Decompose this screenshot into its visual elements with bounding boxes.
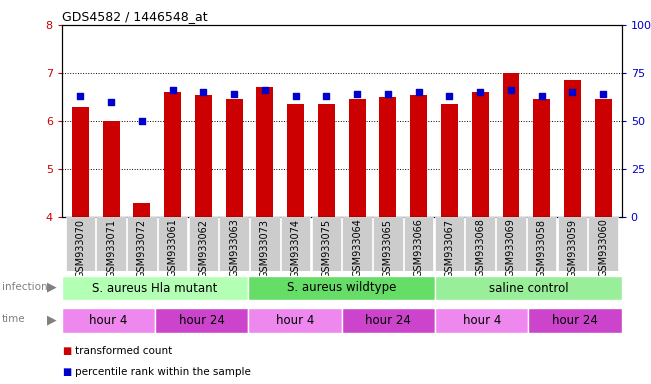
Bar: [472, 92, 489, 217]
Point: [536, 93, 547, 99]
Text: GSM933059: GSM933059: [568, 218, 577, 278]
Text: hour 4: hour 4: [463, 314, 501, 327]
Point: [260, 87, 270, 93]
FancyBboxPatch shape: [529, 308, 622, 333]
Text: GSM933071: GSM933071: [106, 218, 116, 278]
Bar: [195, 94, 212, 217]
Bar: [564, 80, 581, 217]
FancyBboxPatch shape: [589, 217, 618, 271]
Point: [137, 118, 147, 124]
Bar: [226, 99, 243, 217]
Text: hour 4: hour 4: [276, 314, 314, 327]
Point: [506, 87, 516, 93]
Bar: [380, 97, 396, 217]
FancyBboxPatch shape: [219, 217, 249, 271]
Text: GSM933075: GSM933075: [322, 218, 331, 278]
FancyBboxPatch shape: [373, 217, 403, 271]
FancyBboxPatch shape: [404, 217, 434, 271]
FancyBboxPatch shape: [249, 276, 435, 300]
Bar: [72, 107, 89, 217]
Text: saline control: saline control: [489, 281, 568, 295]
Bar: [164, 92, 181, 217]
Text: ▶: ▶: [47, 281, 57, 294]
Point: [290, 93, 301, 99]
FancyBboxPatch shape: [496, 217, 526, 271]
Text: GSM933072: GSM933072: [137, 218, 147, 278]
Point: [413, 89, 424, 95]
FancyBboxPatch shape: [155, 308, 249, 333]
FancyBboxPatch shape: [66, 217, 95, 271]
Point: [567, 89, 577, 95]
Bar: [133, 203, 150, 217]
Bar: [318, 104, 335, 217]
Point: [167, 87, 178, 93]
Text: GSM933062: GSM933062: [199, 218, 208, 278]
Bar: [287, 104, 304, 217]
Text: transformed count: transformed count: [75, 346, 172, 356]
Text: hour 24: hour 24: [365, 314, 411, 327]
Point: [321, 93, 331, 99]
Bar: [349, 99, 366, 217]
FancyBboxPatch shape: [342, 308, 435, 333]
Text: ■: ■: [62, 346, 71, 356]
Text: GSM933066: GSM933066: [413, 218, 424, 278]
Text: GSM933070: GSM933070: [76, 218, 85, 278]
FancyBboxPatch shape: [158, 217, 187, 271]
Bar: [441, 104, 458, 217]
Text: GSM933068: GSM933068: [475, 218, 485, 278]
Point: [444, 93, 454, 99]
FancyBboxPatch shape: [435, 217, 464, 271]
Text: ▶: ▶: [47, 313, 57, 326]
FancyBboxPatch shape: [249, 308, 342, 333]
FancyBboxPatch shape: [96, 217, 126, 271]
Text: GSM933065: GSM933065: [383, 218, 393, 278]
FancyBboxPatch shape: [127, 217, 157, 271]
FancyBboxPatch shape: [250, 217, 280, 271]
Text: S. aureus Hla mutant: S. aureus Hla mutant: [92, 281, 218, 295]
Text: GDS4582 / 1446548_at: GDS4582 / 1446548_at: [62, 10, 208, 23]
FancyBboxPatch shape: [435, 276, 622, 300]
Text: GSM933064: GSM933064: [352, 218, 362, 278]
Text: ■: ■: [62, 367, 71, 377]
FancyBboxPatch shape: [189, 217, 218, 271]
Bar: [533, 99, 550, 217]
Point: [106, 99, 117, 105]
Bar: [410, 94, 427, 217]
FancyBboxPatch shape: [435, 308, 529, 333]
FancyBboxPatch shape: [558, 217, 587, 271]
FancyBboxPatch shape: [342, 217, 372, 271]
Point: [229, 91, 240, 97]
FancyBboxPatch shape: [62, 308, 155, 333]
FancyBboxPatch shape: [62, 276, 249, 300]
Point: [75, 93, 85, 99]
Bar: [595, 99, 612, 217]
Text: GSM933069: GSM933069: [506, 218, 516, 278]
Point: [598, 91, 609, 97]
Text: percentile rank within the sample: percentile rank within the sample: [75, 367, 251, 377]
Point: [198, 89, 208, 95]
Text: GSM933058: GSM933058: [536, 218, 547, 278]
Text: S. aureus wildtype: S. aureus wildtype: [287, 281, 396, 295]
Text: GSM933073: GSM933073: [260, 218, 270, 278]
Text: GSM933061: GSM933061: [167, 218, 178, 278]
Text: hour 24: hour 24: [179, 314, 225, 327]
FancyBboxPatch shape: [312, 217, 341, 271]
Text: infection: infection: [2, 282, 48, 292]
Text: hour 4: hour 4: [89, 314, 128, 327]
Bar: [256, 88, 273, 217]
Text: GSM933074: GSM933074: [290, 218, 301, 278]
Text: GSM933067: GSM933067: [445, 218, 454, 278]
Bar: [503, 73, 519, 217]
Bar: [103, 121, 120, 217]
Text: time: time: [2, 314, 25, 324]
Text: GSM933060: GSM933060: [598, 218, 608, 278]
FancyBboxPatch shape: [281, 217, 311, 271]
Text: GSM933063: GSM933063: [229, 218, 239, 278]
Point: [383, 91, 393, 97]
Text: hour 24: hour 24: [552, 314, 598, 327]
Point: [475, 89, 486, 95]
FancyBboxPatch shape: [465, 217, 495, 271]
Point: [352, 91, 363, 97]
FancyBboxPatch shape: [527, 217, 557, 271]
